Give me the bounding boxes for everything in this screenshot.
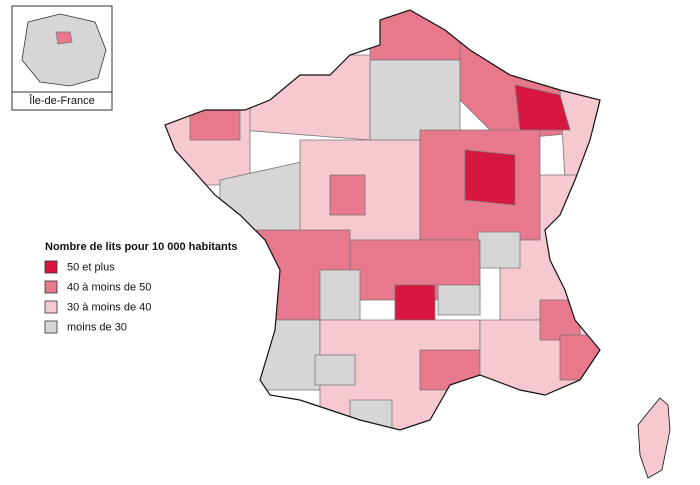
region: [437, 284, 481, 316]
region: [319, 269, 361, 321]
region: [539, 299, 581, 341]
region: [314, 354, 356, 386]
region: [239, 54, 371, 141]
region: [514, 84, 571, 131]
legend-swatch: [44, 300, 58, 314]
legend-label: moins de 30: [67, 321, 127, 333]
legend-swatch: [44, 260, 58, 274]
region: [419, 349, 481, 391]
region: [477, 231, 521, 269]
inset: Île-de-France: [11, 5, 113, 111]
legend-label: 40 à moins de 50: [67, 281, 151, 293]
region: [394, 284, 436, 323]
corsica: [637, 397, 671, 479]
legend-title: Nombre de lits pour 10 000 habitants: [45, 241, 238, 253]
region: [369, 59, 461, 141]
legend: Nombre de lits pour 10 000 habitants 50 …: [44, 241, 238, 334]
legend-label: 50 et plus: [67, 261, 115, 273]
region: [349, 399, 393, 430]
legend-label: 30 à moins de 40: [67, 301, 151, 313]
region: [189, 109, 241, 141]
legend-swatch: [44, 320, 58, 334]
region: [329, 174, 366, 216]
inset-region: [55, 31, 73, 45]
legend-swatch: [44, 280, 58, 294]
region: [369, 10, 471, 61]
region: [559, 89, 600, 181]
inset-label: Île-de-France: [28, 94, 94, 107]
region: [464, 149, 516, 206]
france-regions: [165, 10, 600, 430]
france-outline: [164, 9, 601, 431]
inset-region: [21, 13, 107, 87]
region: [239, 319, 321, 391]
